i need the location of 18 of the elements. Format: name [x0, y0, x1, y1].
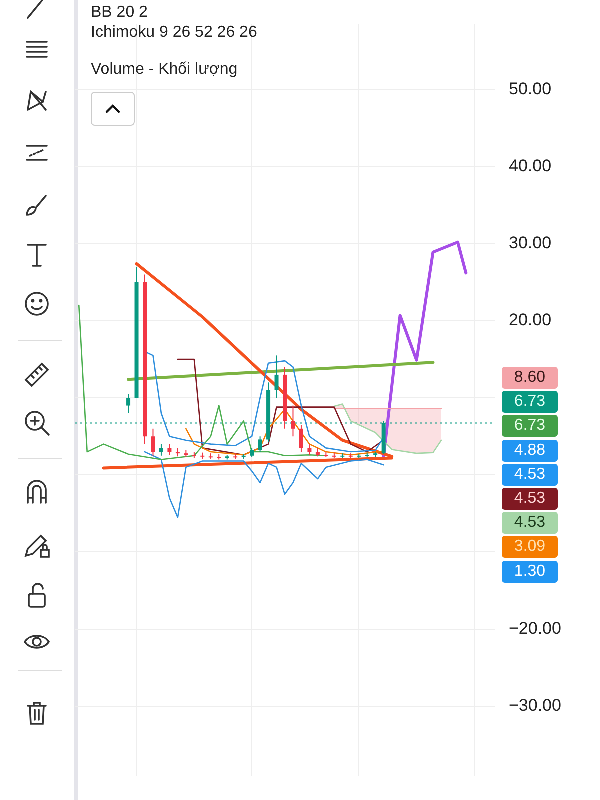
y-tick-label: −30.00: [509, 696, 562, 716]
annotation: Ichimoku 9 26 52 26 26: [91, 24, 258, 42]
text: BB 20 2: [91, 4, 148, 22]
y-tick-label: −20.00: [509, 619, 562, 638]
text: 8.60: [502, 367, 558, 389]
text: 4.53: [502, 512, 558, 534]
text: 6.73: [502, 415, 558, 438]
y-tick-label: 30.00: [509, 234, 552, 253]
text: 3.09: [502, 536, 558, 558]
y-tick-label: 40.00: [509, 156, 552, 176]
text: 4.53: [502, 464, 558, 486]
text: 1.30: [502, 560, 558, 583]
ref-line-label: 6.73: [502, 391, 558, 414]
text: 4.53: [502, 488, 558, 510]
y-tick-label: 20.00: [509, 310, 552, 330]
annotation: Volume - Khối lượng: [91, 61, 238, 79]
text: 4.88: [502, 440, 558, 462]
y-tick-label: 50.00: [509, 79, 552, 98]
